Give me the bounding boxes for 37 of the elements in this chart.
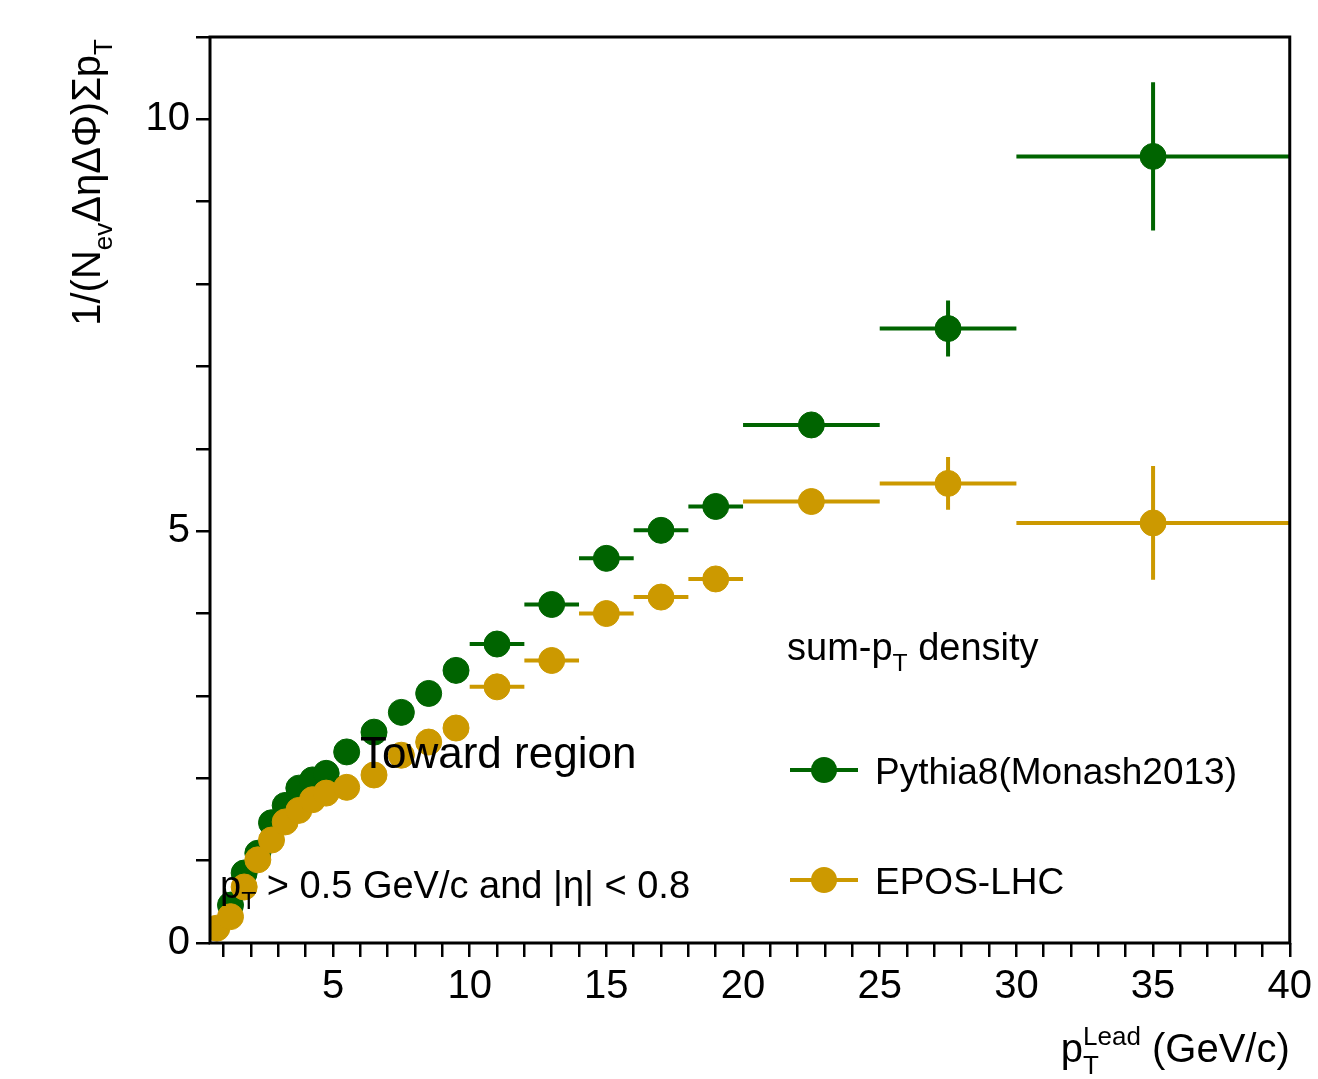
point [647, 583, 675, 611]
x-tick-label: 15 [584, 962, 629, 1007]
point [415, 679, 443, 707]
point [483, 673, 511, 701]
point [702, 492, 730, 520]
point [244, 846, 272, 874]
point [333, 738, 361, 766]
point [1139, 509, 1167, 537]
y-tick-label: 5 [167, 506, 190, 551]
point [258, 826, 286, 854]
point [442, 656, 470, 684]
point [538, 590, 566, 618]
legend-label: EPOS-LHC [875, 861, 1065, 902]
point [592, 544, 620, 572]
y-axis-title: 1/(NevΔηΔΦ)ΣpT [64, 38, 118, 326]
point [538, 646, 566, 674]
x-tick-label: 10 [447, 962, 492, 1007]
point [797, 411, 825, 439]
x-tick-label: 5 [321, 962, 345, 1007]
point [483, 630, 511, 658]
x-tick-label: 35 [1130, 962, 1176, 1007]
y-tick-label: 0 [167, 918, 190, 963]
point [797, 488, 825, 516]
point [702, 565, 730, 593]
x-tick-label: 20 [720, 962, 766, 1007]
point [1139, 142, 1167, 170]
point [333, 773, 361, 801]
x-tick-label: 25 [857, 962, 902, 1007]
point [934, 315, 962, 343]
point [647, 516, 675, 544]
point [934, 469, 962, 497]
x-tick-label: 30 [994, 962, 1039, 1007]
legend-label: Pythia8(Monash2013) [875, 751, 1237, 792]
x-tick-label: 40 [1267, 962, 1312, 1007]
point [592, 600, 620, 628]
y-tick-label: 10 [145, 94, 190, 139]
point [387, 698, 415, 726]
